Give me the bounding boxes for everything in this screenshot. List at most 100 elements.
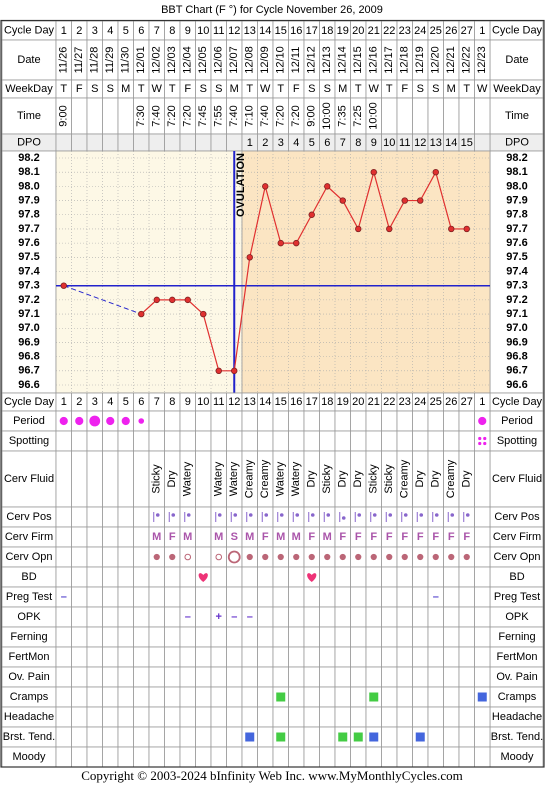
cell: [396, 626, 413, 648]
cell: [334, 706, 351, 728]
cerv-fluid: Dry: [306, 470, 318, 488]
cell: [319, 586, 336, 608]
cell: [319, 606, 336, 628]
cell: [334, 626, 351, 648]
cycle-day: 23: [399, 396, 411, 408]
time: 7:40: [151, 105, 163, 126]
row-label: BD: [21, 571, 36, 583]
cell: [71, 726, 88, 748]
symptom-square: [338, 732, 348, 742]
symbol: F: [432, 531, 439, 543]
cell: [55, 686, 72, 708]
cell: [396, 506, 413, 528]
cell: [226, 430, 243, 452]
date: 12/20: [430, 46, 442, 74]
row-label: Spotting: [9, 435, 49, 447]
cell: [381, 430, 398, 452]
cycle-day: 9: [185, 25, 191, 37]
time: 7:30: [135, 105, 147, 126]
cell: [319, 410, 336, 432]
dpo: 10: [383, 137, 395, 149]
cell: [257, 666, 274, 688]
cell: [71, 546, 88, 568]
cell: [55, 666, 72, 688]
temp-point: [246, 254, 253, 261]
cell: [133, 606, 150, 628]
row-label: Cycle Day: [492, 396, 543, 408]
cell: [179, 546, 196, 568]
temp-point: [355, 225, 362, 233]
cerv-pos-dot: [326, 513, 331, 517]
y-tick-label: 97.5: [506, 251, 527, 263]
cycle-day: 13: [244, 396, 256, 408]
y-tick-label: 97.4: [506, 265, 528, 277]
cell: [55, 450, 72, 508]
dpo: 3: [278, 137, 284, 149]
cerv-pos-dot: [357, 513, 362, 517]
cerv-pos-dot: [450, 513, 455, 517]
symptom-square: [276, 732, 286, 742]
cell: [102, 586, 119, 608]
cell: [210, 746, 227, 768]
row-label: Period: [501, 415, 533, 427]
cerv-opn: [293, 553, 300, 561]
y-tick-label: 97.0: [506, 322, 527, 334]
cell: [226, 410, 243, 432]
cycle-day: 6: [138, 25, 144, 37]
cell: [210, 626, 227, 648]
cell: [71, 746, 88, 768]
cell: [288, 706, 305, 728]
cell: [288, 726, 305, 748]
cell: [458, 430, 475, 452]
cell: [334, 586, 351, 608]
row-label: Date: [505, 54, 528, 66]
symbol: –: [185, 611, 191, 623]
date: 12/16: [368, 46, 380, 74]
cell: [210, 706, 227, 728]
y-tick-label: 97.6: [18, 237, 39, 249]
time: 7:20: [290, 105, 302, 126]
cell: [102, 450, 119, 508]
cell: [458, 726, 475, 748]
dpo: 2: [262, 137, 268, 149]
cerv-fluid: Creamy: [259, 459, 271, 498]
cerv-fluid: Watery: [182, 461, 194, 496]
cell: [303, 666, 320, 688]
cell: [102, 506, 119, 528]
cell: [133, 666, 150, 688]
cell: [350, 586, 367, 608]
cell: [133, 586, 150, 608]
weekday: F: [401, 83, 408, 95]
cell: [350, 566, 367, 588]
cell: [350, 706, 367, 728]
cycle-day: 24: [414, 25, 426, 37]
cell: [86, 746, 103, 768]
cycle-day: 3: [92, 25, 98, 37]
row-label: Cramps: [10, 691, 49, 703]
cycle-day: 25: [430, 396, 442, 408]
date: 12/23: [476, 46, 488, 74]
row-label: OPK: [17, 611, 41, 623]
cell: [365, 646, 382, 668]
cerv-pos-dot: [465, 513, 470, 517]
cell: [474, 666, 491, 688]
cell: [210, 410, 227, 432]
cell: [195, 666, 212, 688]
cell: [381, 646, 398, 668]
cerv-pos-dot: [233, 513, 238, 517]
cerv-pos-dot: [419, 513, 424, 517]
cell: [179, 430, 196, 452]
cell: [195, 646, 212, 668]
cell: [86, 526, 103, 548]
cycle-day: 18: [321, 25, 333, 37]
row-label: Cramps: [498, 691, 537, 703]
cerv-fluid: Sticky: [368, 464, 380, 494]
cell: [102, 430, 119, 452]
cerv-pos-dot: [372, 513, 377, 517]
cell: [272, 586, 289, 608]
row-label: Moody: [500, 751, 534, 763]
cerv-pos-dot: [310, 513, 315, 517]
cycle-day: 26: [445, 25, 457, 37]
y-tick-label: 97.1: [506, 308, 527, 320]
y-tick-label: 98.2: [506, 152, 527, 164]
